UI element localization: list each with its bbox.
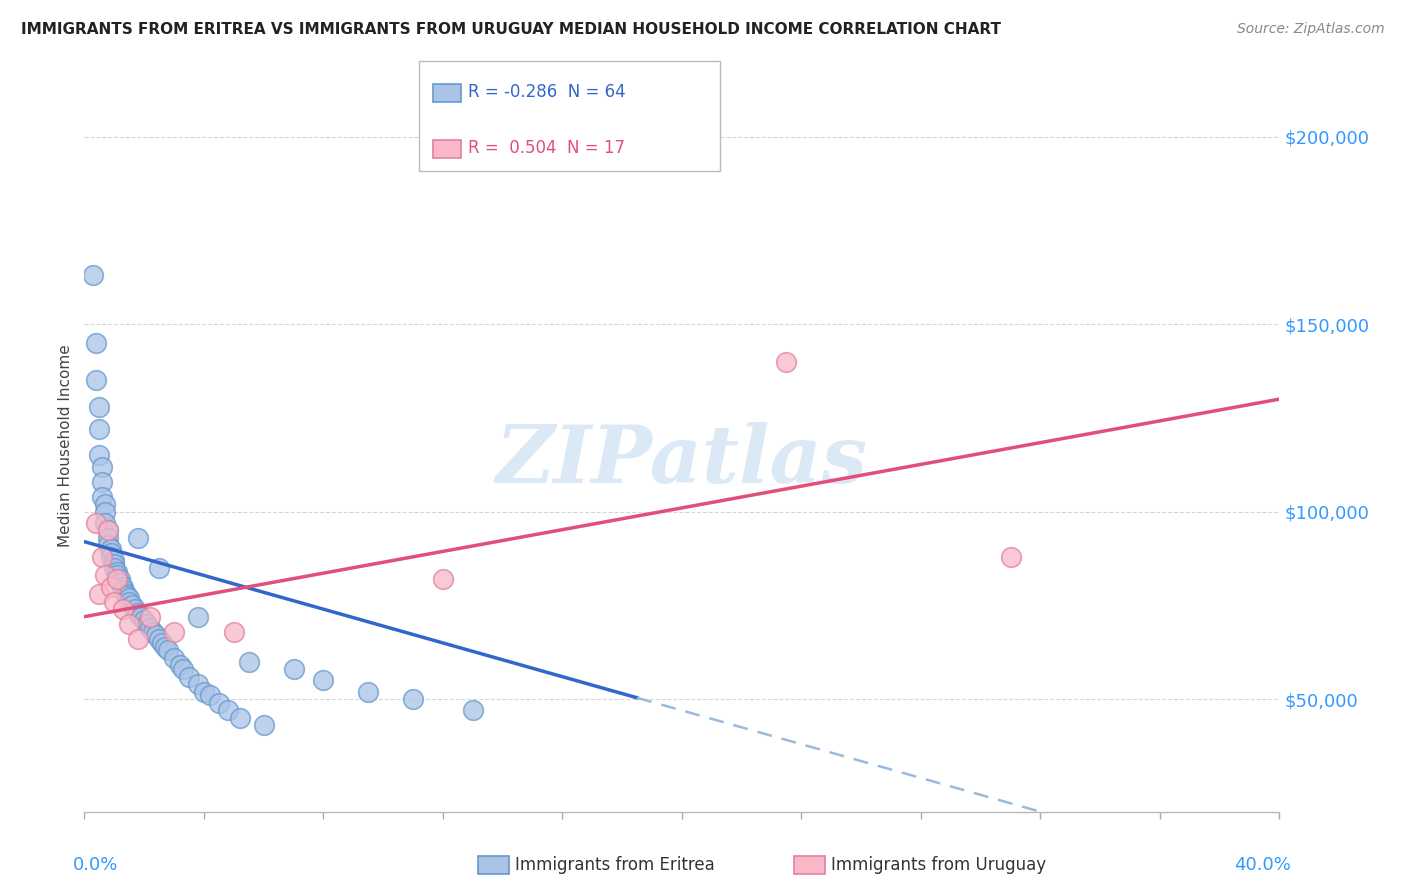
Point	[97, 538, 120, 552]
Point	[97, 524, 120, 538]
Point	[100, 580, 122, 594]
Point	[91, 549, 114, 564]
Point	[110, 572, 132, 586]
Point	[136, 617, 159, 632]
Point	[187, 677, 209, 691]
Text: 40.0%: 40.0%	[1234, 855, 1292, 873]
Point	[124, 602, 146, 616]
Point	[89, 400, 111, 414]
Point	[97, 524, 120, 538]
Point	[148, 561, 170, 575]
Point	[217, 703, 239, 717]
Point	[94, 568, 117, 582]
Point	[127, 632, 149, 647]
Point	[91, 475, 114, 489]
Point	[94, 497, 117, 511]
Point	[222, 624, 245, 639]
Point	[139, 609, 162, 624]
Text: 0.0%: 0.0%	[73, 855, 118, 873]
Point	[94, 516, 117, 530]
Point	[402, 692, 425, 706]
Point	[148, 632, 170, 647]
Point	[86, 516, 108, 530]
Point	[142, 624, 165, 639]
Point	[112, 602, 135, 616]
Point	[94, 505, 117, 519]
Point	[115, 587, 138, 601]
Point	[118, 591, 141, 605]
Point	[86, 373, 108, 387]
Point	[127, 606, 149, 620]
Point	[238, 655, 260, 669]
Point	[177, 670, 200, 684]
Point	[89, 587, 111, 601]
Point	[89, 449, 111, 463]
Point	[91, 459, 114, 474]
Point	[118, 617, 141, 632]
Point	[100, 546, 122, 560]
Text: Source: ZipAtlas.com: Source: ZipAtlas.com	[1237, 22, 1385, 37]
Point	[103, 553, 125, 567]
Point	[118, 595, 141, 609]
Point	[132, 614, 156, 628]
Point	[312, 673, 335, 688]
Point	[105, 565, 128, 579]
Point	[169, 658, 191, 673]
Point	[198, 689, 221, 703]
Point	[86, 335, 108, 350]
Point	[163, 651, 186, 665]
Point	[775, 354, 797, 368]
Point	[139, 621, 162, 635]
Point	[193, 684, 215, 698]
Point	[153, 640, 176, 654]
Point	[163, 624, 186, 639]
Point	[432, 572, 454, 586]
Point	[172, 662, 194, 676]
Point	[357, 684, 380, 698]
Text: IMMIGRANTS FROM ERITREA VS IMMIGRANTS FROM URUGUAY MEDIAN HOUSEHOLD INCOME CORRE: IMMIGRANTS FROM ERITREA VS IMMIGRANTS FR…	[21, 22, 1001, 37]
Point	[97, 531, 120, 545]
Point	[110, 575, 132, 590]
Point	[112, 580, 135, 594]
Point	[115, 589, 138, 603]
Point	[100, 542, 122, 557]
Point	[253, 718, 276, 732]
Point	[91, 490, 114, 504]
Point	[112, 583, 135, 598]
Point	[105, 572, 128, 586]
Point	[129, 609, 152, 624]
Point	[228, 711, 252, 725]
Point	[82, 268, 104, 283]
Point	[100, 549, 122, 564]
Point	[461, 703, 484, 717]
Point	[208, 696, 231, 710]
Point	[187, 609, 209, 624]
Point	[127, 531, 149, 545]
Point	[103, 557, 125, 571]
Point	[103, 595, 125, 609]
Point	[89, 422, 111, 436]
Text: Immigrants from Eritrea: Immigrants from Eritrea	[515, 856, 714, 874]
Text: R =  0.504  N = 17: R = 0.504 N = 17	[468, 139, 626, 157]
Point	[150, 636, 173, 650]
Point	[145, 628, 167, 642]
Y-axis label: Median Household Income: Median Household Income	[58, 344, 73, 548]
Text: R = -0.286  N = 64: R = -0.286 N = 64	[468, 83, 626, 101]
Point	[105, 568, 128, 582]
Point	[103, 561, 125, 575]
Point	[121, 599, 143, 613]
Text: Immigrants from Uruguay: Immigrants from Uruguay	[831, 856, 1046, 874]
Text: ZIPatlas: ZIPatlas	[496, 422, 868, 500]
Point	[283, 662, 305, 676]
Point	[157, 643, 180, 657]
Point	[1000, 549, 1022, 564]
